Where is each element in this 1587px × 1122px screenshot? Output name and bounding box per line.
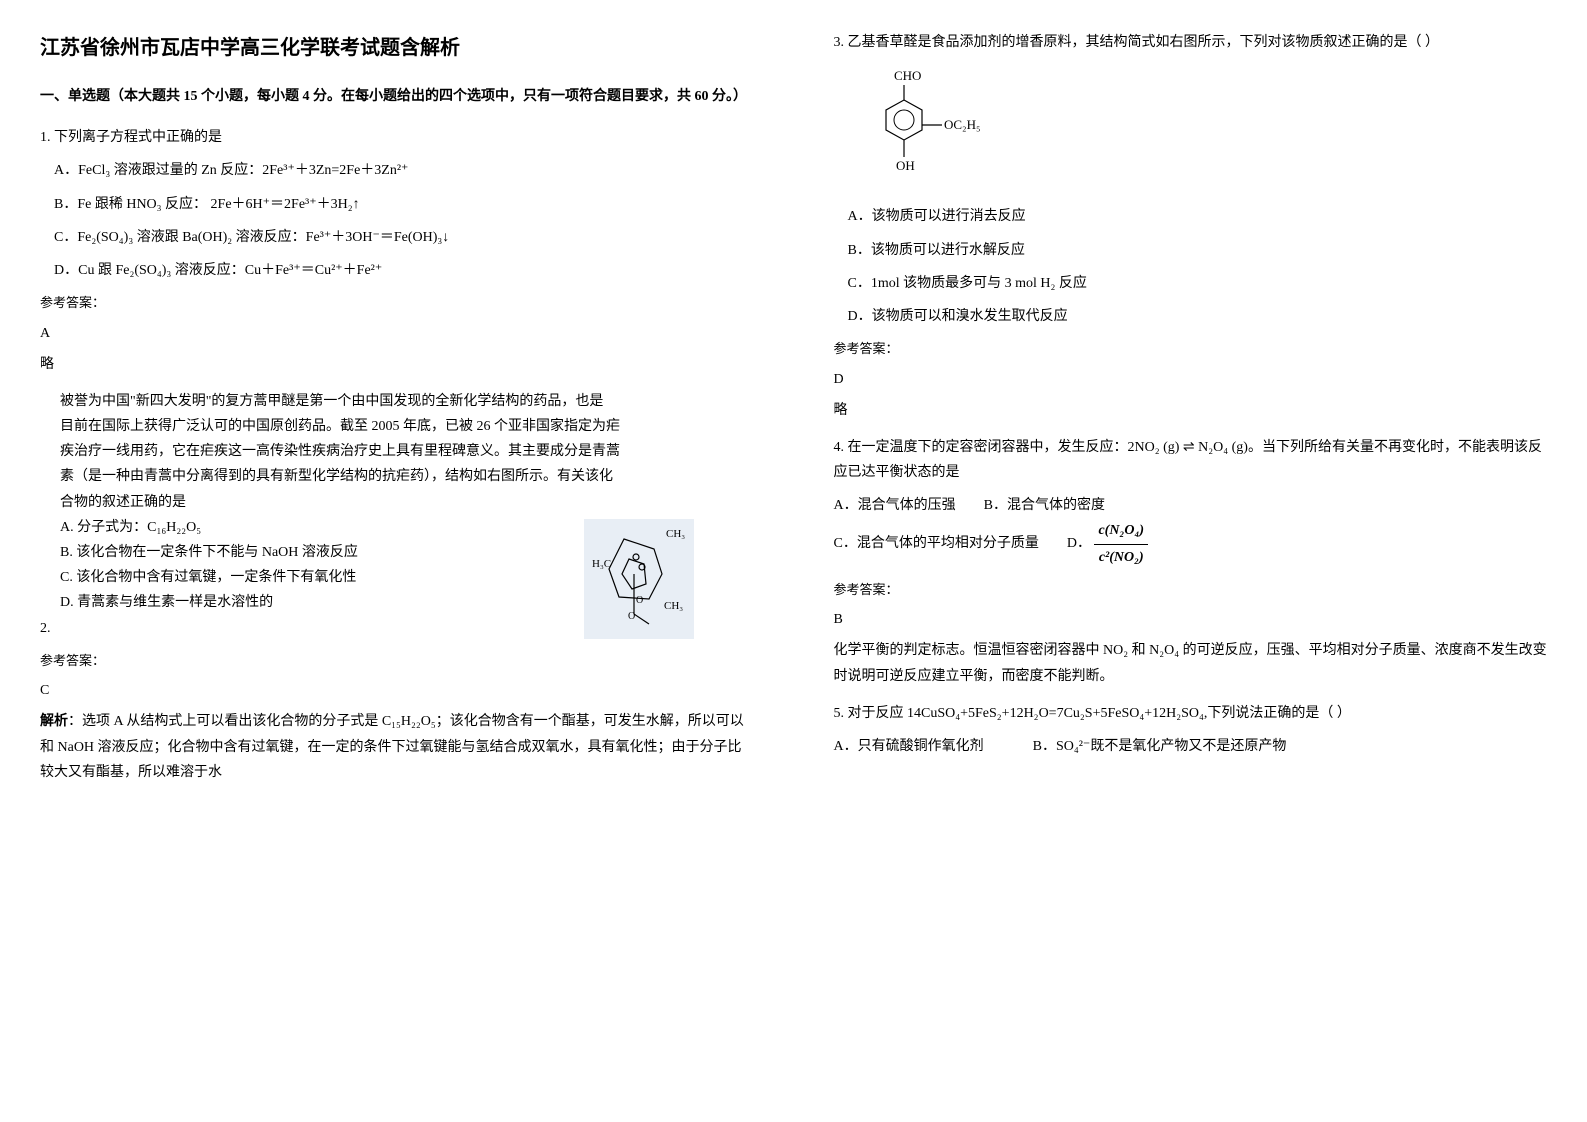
q3-option-a: A．该物质可以进行消去反应 <box>834 204 1548 229</box>
q2-answer: C <box>40 678 754 703</box>
question-5: 5. 对于反应 14CuSO₄+5FeS₂+12H₂O=7Cu₂S+5FeSO₄… <box>834 701 1548 759</box>
q4-answer-label: 参考答案： <box>834 578 1548 601</box>
q4-frac-den: c²(NO₂) <box>1094 545 1148 570</box>
q4-option-b: B．混合气体的密度 <box>984 498 1105 513</box>
q5-stem: 5. 对于反应 14CuSO₄+5FeS₂+12H₂O=7Cu₂S+5FeSO₄… <box>834 701 1548 726</box>
q1-option-c: C．Fe₂(SO₄)₃ 溶液跟 Ba(OH)₂ 溶液反应：Fe³⁺＋3OH⁻＝F… <box>40 225 754 250</box>
svg-text:CH₃: CH₃ <box>664 600 683 612</box>
q4-option-d: D． <box>1067 536 1091 551</box>
q4-row-cd: C．混合气体的平均相对分子质量 D． c(N₂O₄) c²(NO₂) <box>834 518 1548 569</box>
q4-answer: B <box>834 607 1548 632</box>
q1-answer-label: 参考答案： <box>40 291 754 314</box>
svg-text:OH: OH <box>896 158 915 173</box>
q2-explain: 解析：选项 A 从结构式上可以看出该化合物的分子式是 C₁₅H₂₂O₅；该化合物… <box>40 709 754 785</box>
q1-answer: A <box>40 321 754 346</box>
q1-stem: 1. 下列离子方程式中正确的是 <box>40 125 754 150</box>
svg-text:CHO: CHO <box>894 68 921 83</box>
q5-row-ab: A．只有硫酸铜作氧化剂 B．SO₄²⁻既不是氧化产物又不是还原产物 <box>834 734 1548 759</box>
question-4: 4. 在一定温度下的定容密闭容器中，发生反应：2NO₂ (g) ⇌ N₂O₄ (… <box>834 435 1548 689</box>
q4-stem: 4. 在一定温度下的定容密闭容器中，发生反应：2NO₂ (g) ⇌ N₂O₄ (… <box>834 435 1548 485</box>
vanillin-structure-icon: CHO OC₂H₅ OH <box>864 65 1548 194</box>
q2-answer-label: 参考答案： <box>40 649 754 672</box>
q2-p5: 合物的叙述正确的是 <box>60 490 754 515</box>
q2-p3: 疾治疗一线用药，它在疟疾这一高传染性疾病治疗史上具有里程碑意义。其主要成分是青蒿 <box>60 439 754 464</box>
q3-stem: 3. 乙基香草醛是食品添加剂的增香原料，其结构简式如右图所示，下列对该物质叙述正… <box>834 30 1548 55</box>
q1-option-d: D．Cu 跟 Fe₂(SO₄)₃ 溶液反应：Cu＋Fe³⁺＝Cu²⁺＋Fe²⁺ <box>40 258 754 283</box>
q3-note: 略 <box>834 398 1548 423</box>
q1-option-b: B．Fe 跟稀 HNO₃ 反应： 2Fe＋6H⁺＝2Fe³⁺＋3H₂↑ <box>40 192 754 217</box>
q3-answer-label: 参考答案： <box>834 337 1548 360</box>
q4-fraction: c(N₂O₄) c²(NO₂) <box>1094 518 1148 569</box>
q4-row-ab: A．混合气体的压强 B．混合气体的密度 <box>834 493 1548 518</box>
q3-option-d: D．该物质可以和溴水发生取代反应 <box>834 304 1548 329</box>
svg-text:CH₃: CH₃ <box>666 528 685 540</box>
q5-option-b: B．SO₄²⁻既不是氧化产物又不是还原产物 <box>1033 739 1287 754</box>
q3-option-b: B．该物质可以进行水解反应 <box>834 238 1548 263</box>
q4-option-c: C．混合气体的平均相对分子质量 <box>834 536 1039 551</box>
q4-option-a: A．混合气体的压强 <box>834 498 956 513</box>
qinghaosu-structure-icon: CH₃ H₃C CH₃ O O <box>584 519 694 639</box>
q1-option-a: A．FeCl₃ 溶液跟过量的 Zn 反应：2Fe³⁺＋3Zn=2Fe＋3Zn²⁺ <box>40 158 754 183</box>
q4-explain: 化学平衡的判定标志。恒温恒容密闭容器中 NO₂ 和 N₂O₄ 的可逆反应，压强、… <box>834 638 1548 688</box>
q2-p1: 被誉为中国"新四大发明"的复方蒿甲醚是第一个由中国发现的全新化学结构的药品，也是 <box>60 389 754 414</box>
svg-text:H₃C: H₃C <box>592 558 611 570</box>
q3-option-c: C．1mol 该物质最多可与 3 mol H₂ 反应 <box>834 271 1548 296</box>
section-intro: 一、单选题（本大题共 15 个小题，每小题 4 分。在每小题给出的四个选项中，只… <box>40 84 754 109</box>
svg-text:O: O <box>636 595 643 606</box>
svg-text:OC₂H₅: OC₂H₅ <box>944 117 981 132</box>
q2-explain-text: 选项 A 从结构式上可以看出该化合物的分子式是 C₁₅H₂₂O₅；该化合物含有一… <box>40 714 744 779</box>
question-2: 被誉为中国"新四大发明"的复方蒿甲醚是第一个由中国发现的全新化学结构的药品，也是… <box>40 389 754 785</box>
question-3: 3. 乙基香草醛是食品添加剂的增香原料，其结构简式如右图所示，下列对该物质叙述正… <box>834 30 1548 423</box>
question-1: 1. 下列离子方程式中正确的是 A．FeCl₃ 溶液跟过量的 Zn 反应：2Fe… <box>40 125 754 377</box>
q4-frac-num: c(N₂O₄) <box>1094 518 1148 544</box>
q2-p2: 目前在国际上获得广泛认可的中国原创药品。截至 2005 年底，已被 26 个亚非… <box>60 414 754 439</box>
q5-option-a: A．只有硫酸铜作氧化剂 <box>834 739 984 754</box>
svg-text:O: O <box>628 611 635 622</box>
page-title: 江苏省徐州市瓦店中学高三化学联考试题含解析 <box>40 30 754 66</box>
q1-note: 略 <box>40 352 754 377</box>
q2-p4: 素（是一种由青蒿中分离得到的具有新型化学结构的抗疟药），结构如右图所示。有关该化 <box>60 464 754 489</box>
q3-answer: D <box>834 367 1548 392</box>
